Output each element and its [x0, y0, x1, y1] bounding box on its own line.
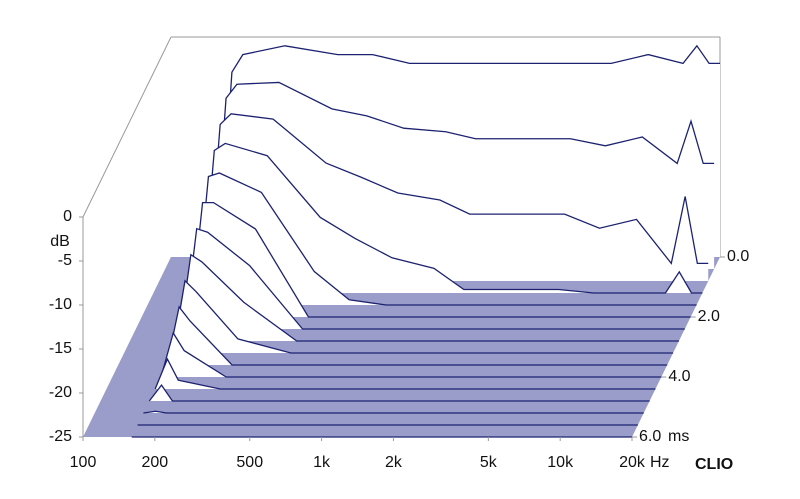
- x-tick-label: 2k: [385, 454, 403, 471]
- slice-line: [201, 142, 703, 294]
- x-tick-label: 10k: [547, 454, 574, 471]
- slice-line: [219, 44, 720, 258]
- slice-line: [189, 201, 691, 318]
- y-tick-label: -25: [49, 428, 72, 445]
- x-tick-label: 500: [236, 454, 263, 471]
- y-tick-label: -10: [49, 296, 72, 313]
- slice-line: [177, 253, 679, 342]
- x-tick-label: 100: [70, 454, 97, 471]
- x-tick-label: 5k: [480, 454, 498, 471]
- slice-line: [213, 81, 715, 270]
- x-tick-label: 20k: [619, 454, 646, 471]
- slice-line: [195, 172, 697, 306]
- slice-line: [143, 410, 644, 414]
- z-unit: ms: [668, 428, 689, 445]
- slice-line: [183, 227, 685, 330]
- x-tick-label: 200: [141, 454, 168, 471]
- brand: CLIO: [695, 456, 733, 473]
- z-tick-label: 4.0: [668, 368, 690, 385]
- slice-line: [172, 279, 674, 354]
- x-tick-label: 1k: [313, 454, 331, 471]
- z-tick-label: 6.0: [639, 428, 661, 445]
- slice-fill: [161, 333, 662, 377]
- y-tick-label: -15: [49, 340, 72, 357]
- z-tick-label: 0.0: [727, 248, 749, 265]
- slice-fill: [166, 306, 668, 365]
- y-tick-label: -5: [58, 252, 72, 269]
- y-tick-label: 0: [63, 208, 72, 225]
- slice-line: [160, 331, 662, 378]
- slice-fill: [172, 280, 674, 353]
- slice-line: [166, 305, 668, 366]
- z-tick-label: 2.0: [698, 308, 720, 325]
- y-axis-label: dB: [50, 233, 70, 250]
- slice-line: [207, 113, 709, 282]
- slice-line: [154, 357, 656, 390]
- slice-line: [148, 384, 650, 402]
- x-unit: Hz: [650, 454, 670, 471]
- y-tick-label: -20: [49, 384, 72, 401]
- slice-fill: [202, 143, 703, 293]
